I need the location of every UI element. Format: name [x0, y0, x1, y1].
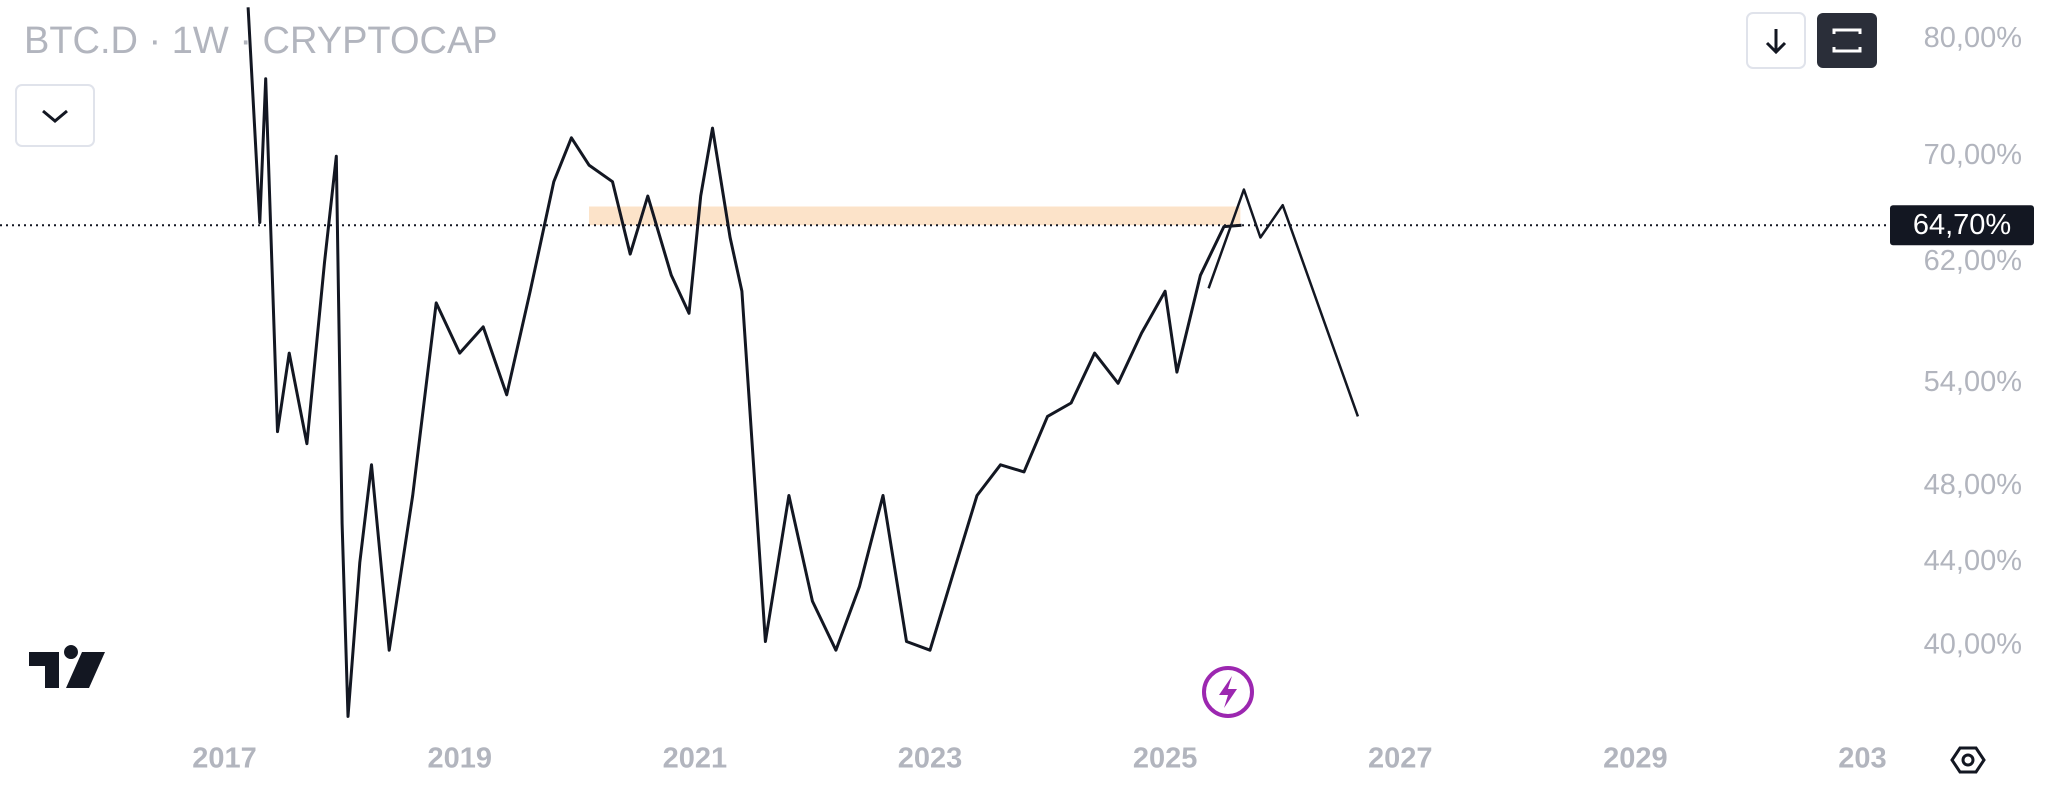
x-tick-label: 2029: [1603, 743, 1668, 775]
x-tick-label: 2019: [427, 743, 492, 775]
last-price-label: 64,70%: [1913, 209, 2011, 241]
price-axis-bg: [1887, 0, 2048, 796]
tradingview-logo: [29, 645, 105, 688]
projection-line: [1207, 188, 1360, 417]
x-tick-label: 2021: [663, 743, 728, 775]
fullscreen-box[interactable]: [1817, 13, 1877, 68]
y-tick-label: 54,00%: [1924, 366, 2022, 398]
price-line: [246, 7, 1242, 718]
x-tick-label: 2017: [192, 743, 257, 775]
fullscreen-icon: [1832, 28, 1862, 53]
y-tick-label: 48,00%: [1924, 469, 2022, 501]
dropdown-box[interactable]: [15, 84, 95, 147]
lightning-bolt: [1219, 676, 1237, 708]
settings-hex[interactable]: [1950, 746, 1986, 774]
download-button[interactable]: [1746, 12, 1806, 69]
y-tick-label: 40,00%: [1924, 628, 2022, 660]
x-tick-label: 2023: [898, 743, 963, 775]
y-tick-label: 44,00%: [1924, 545, 2022, 577]
y-tick-label: 62,00%: [1924, 245, 2022, 277]
resistance-zone: [589, 206, 1241, 226]
dropdown-button[interactable]: [15, 84, 95, 147]
y-tick-label: 70,00%: [1924, 139, 2022, 171]
fullscreen-button[interactable]: [1817, 13, 1877, 68]
y-tick-label: 80,00%: [1924, 22, 2022, 54]
settings-icon[interactable]: [1950, 746, 1986, 774]
chart-title: BTC.D · 1W · CRYPTOCAP: [24, 20, 498, 62]
chevron-icon: [42, 109, 68, 123]
last-price-box: [1890, 205, 2034, 246]
x-tick-label: 2027: [1368, 743, 1433, 775]
lightning-icon[interactable]: [1202, 666, 1254, 718]
settings-dot: [1961, 753, 1975, 767]
download-icon: [1765, 29, 1787, 55]
x-tick-label: 2025: [1133, 743, 1198, 775]
